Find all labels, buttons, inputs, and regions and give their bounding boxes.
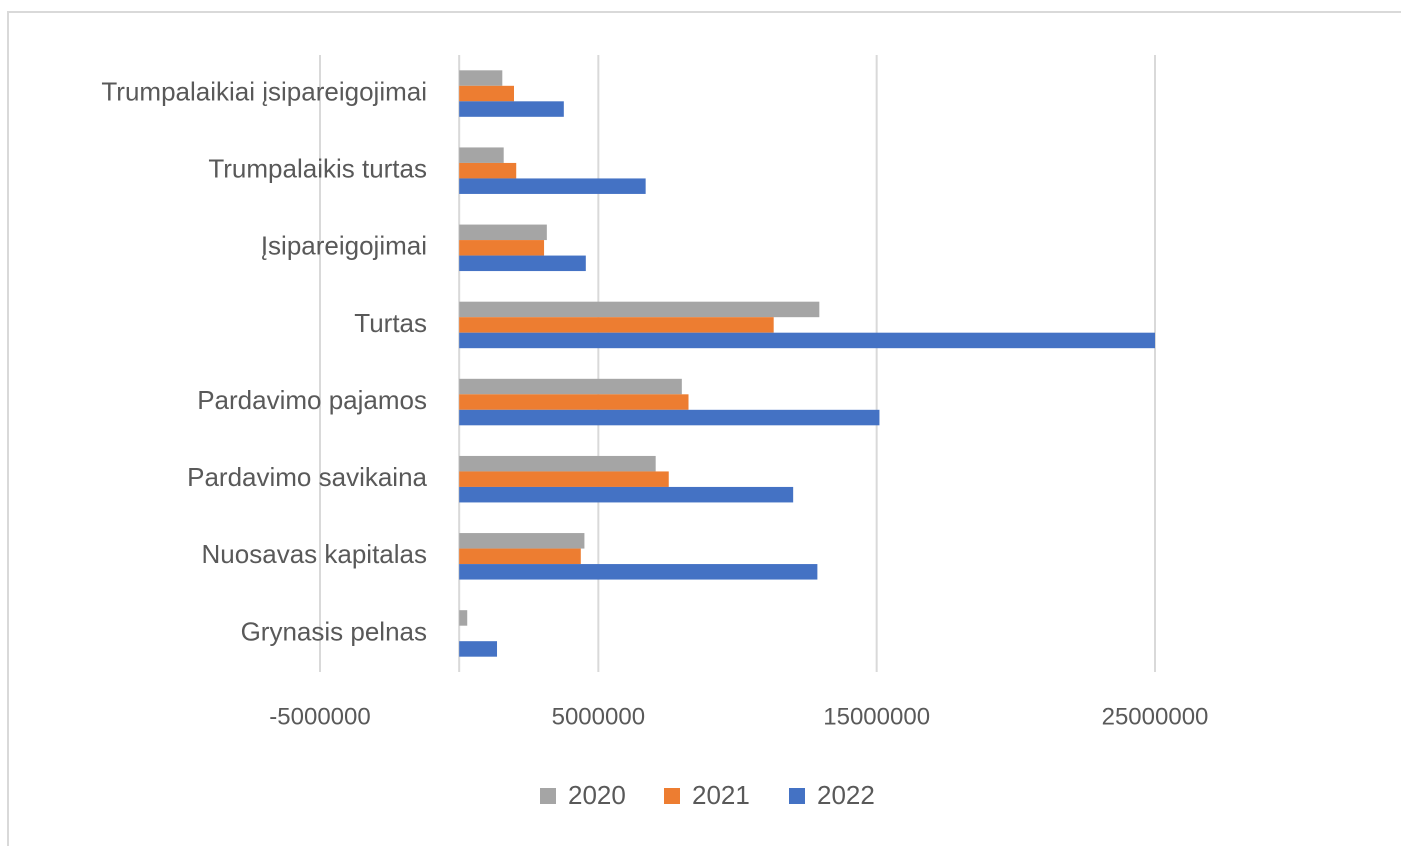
bar xyxy=(459,548,581,565)
x-tick-label: -5000000 xyxy=(269,703,370,730)
y-tick-label: Pardavimo savikaina xyxy=(187,462,427,492)
bar xyxy=(459,332,1156,349)
x-tick-label: 25000000 xyxy=(1102,703,1209,730)
bar xyxy=(459,317,774,333)
bar xyxy=(459,486,794,503)
bar xyxy=(459,70,503,86)
y-tick-label: Turtas xyxy=(354,308,427,338)
legend-swatch xyxy=(789,788,805,804)
bar xyxy=(459,162,517,179)
legend-swatch xyxy=(540,788,556,804)
y-tick-label: Nuosavas kapitalas xyxy=(202,539,427,569)
legend-label: 2020 xyxy=(568,780,626,810)
bar xyxy=(459,394,689,410)
bar xyxy=(459,378,682,395)
bar xyxy=(459,85,514,102)
y-tick-label: Trumpalaikiai įsipareigojimai xyxy=(101,76,427,106)
bar xyxy=(459,455,656,472)
bar xyxy=(459,301,820,318)
bar xyxy=(459,101,564,117)
bar xyxy=(459,610,468,626)
bar xyxy=(459,471,669,487)
bar xyxy=(459,533,585,549)
bar xyxy=(459,178,646,194)
legend-label: 2021 xyxy=(692,780,750,810)
legend-label: 2022 xyxy=(817,780,875,810)
x-tick-label: 5000000 xyxy=(552,703,645,730)
y-tick-label: Pardavimo pajamos xyxy=(197,385,427,415)
bar xyxy=(459,240,545,256)
bar xyxy=(459,147,504,163)
bar xyxy=(459,641,498,657)
x-tick-label: 15000000 xyxy=(823,703,930,730)
bar xyxy=(459,564,818,580)
bar xyxy=(459,224,547,241)
y-tick-label: Grynasis pelnas xyxy=(241,616,427,646)
chart-frame xyxy=(7,11,1401,846)
y-tick-label: Trumpalaikis turtas xyxy=(208,154,427,184)
bar xyxy=(459,255,586,272)
y-tick-label: Įsipareigojimai xyxy=(261,231,427,261)
bar xyxy=(459,409,880,426)
legend-swatch xyxy=(664,788,680,804)
